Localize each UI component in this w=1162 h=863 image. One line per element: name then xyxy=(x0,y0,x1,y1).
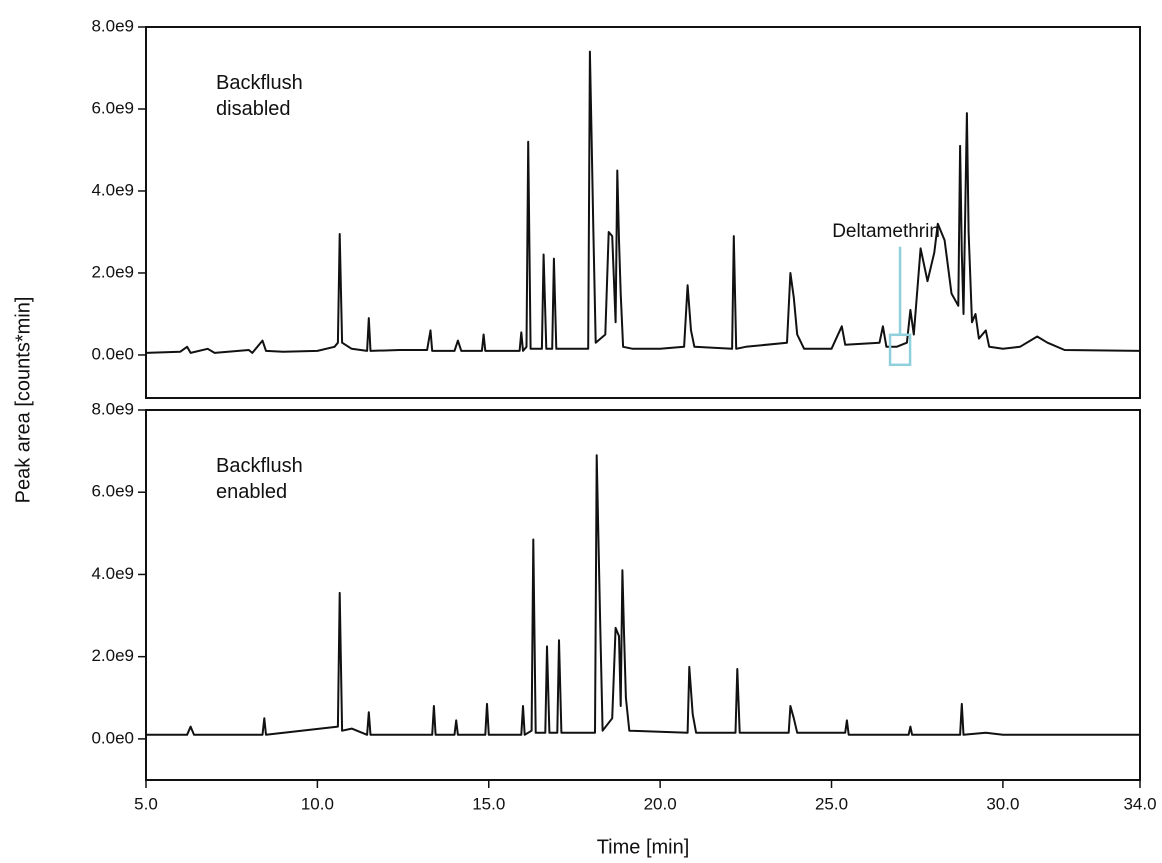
data-line xyxy=(146,454,1140,736)
x-tick-label: 25.0 xyxy=(815,794,848,813)
y-tick-label: 0.0e0 xyxy=(91,344,134,363)
x-tick-label: 10.0 xyxy=(301,794,334,813)
x-axis-label: Time [min] xyxy=(597,836,690,858)
y-tick-label: 8.0e9 xyxy=(91,16,134,35)
y-tick-label: 2.0e9 xyxy=(91,646,134,665)
panel-label: Backflush enabled xyxy=(216,455,303,503)
panel-label-line: enabled xyxy=(216,481,287,503)
panel-label-line: Backflush xyxy=(216,72,303,94)
y-tick-label: 6.0e9 xyxy=(91,98,134,117)
plot-frame xyxy=(145,409,1141,781)
x-tick-label: 34.0 xyxy=(1123,794,1156,813)
plot-frame xyxy=(145,26,1141,399)
panel-label-line: disabled xyxy=(216,98,291,120)
y-tick-label: 4.0e9 xyxy=(91,564,134,583)
panel-label: Backflush disabled xyxy=(216,72,303,120)
x-tick-label: 30.0 xyxy=(986,794,1019,813)
y-tick-label: 0.0e0 xyxy=(91,728,134,747)
x-tick-label: 20.0 xyxy=(644,794,677,813)
y-tick-label: 4.0e9 xyxy=(91,180,134,199)
data-line xyxy=(145,50,1141,354)
y-axis-label: Peak area [counts*min] xyxy=(12,297,34,504)
y-tick-label: 6.0e9 xyxy=(91,482,134,501)
panel-label-line: Backflush xyxy=(216,455,303,477)
x-tick-label: 5.0 xyxy=(134,794,158,813)
y-tick-label: 8.0e9 xyxy=(91,399,134,418)
annotation-text: Deltamethrin xyxy=(832,221,940,242)
y-tick-label: 2.0e9 xyxy=(91,262,134,281)
x-tick-label: 15.0 xyxy=(472,794,505,813)
